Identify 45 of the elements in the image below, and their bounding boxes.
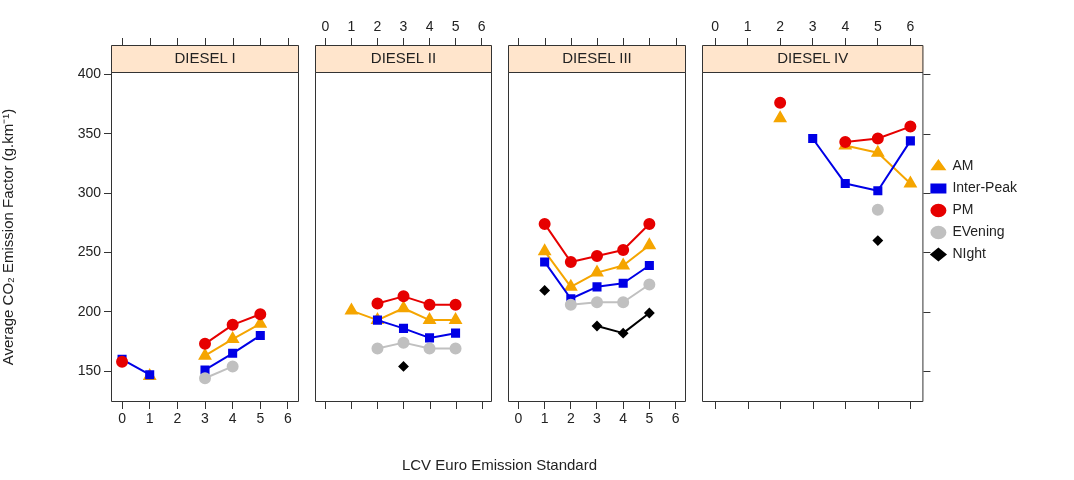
chart-title: DIESEL II <box>315 45 492 72</box>
x-tick-label: 4 <box>841 18 850 35</box>
x-tick-label: 5 <box>645 410 654 427</box>
legend-label: AM <box>952 157 974 174</box>
x-tick-label: 4 <box>228 410 237 427</box>
x-tick-label: 6 <box>906 18 915 35</box>
x-tick-label: 6 <box>284 410 293 427</box>
x-tick-label: 4 <box>425 18 434 35</box>
x-tick-label: 1 <box>540 410 549 427</box>
y-tick-label: 150 <box>77 362 102 378</box>
y-tick-label: 400 <box>77 65 102 82</box>
x-tick-label: 6 <box>477 18 486 35</box>
x-tick-label: 3 <box>808 18 817 35</box>
chart-title: DIESEL III <box>508 45 686 72</box>
x-axis-title: LCV Euro Emission Standard <box>400 456 599 473</box>
legend-label: Inter-Peak <box>952 179 1018 196</box>
legend-label: NIght <box>952 245 986 262</box>
y-tick-label: 300 <box>77 183 102 200</box>
x-tick-label: 3 <box>201 410 210 427</box>
x-tick-label: 1 <box>743 18 752 35</box>
chart-title: DIESEL I <box>111 45 299 72</box>
y-tick-label: 250 <box>77 243 102 260</box>
x-tick-label: 3 <box>593 410 602 427</box>
x-tick-label: 2 <box>373 18 382 35</box>
chart-title: DIESEL IV <box>702 45 924 72</box>
x-tick-label: 0 <box>118 410 127 427</box>
y-tick-label: 200 <box>77 302 102 319</box>
x-tick-label: 5 <box>873 18 882 35</box>
x-tick-label: 5 <box>451 18 460 35</box>
y-axis-title: Average CO₂ Emission Factor (g.km⁻¹) <box>0 108 17 366</box>
x-tick-label: 1 <box>145 410 154 427</box>
legend-label: PM <box>952 201 974 218</box>
x-tick-label: 0 <box>514 410 523 427</box>
x-tick-label: 2 <box>776 18 785 35</box>
y-tick-label: 350 <box>77 124 102 141</box>
x-tick-label: 3 <box>399 18 408 35</box>
x-tick-label: 4 <box>619 410 628 427</box>
x-tick-label: 1 <box>347 18 356 35</box>
legend-label: EVening <box>952 223 1005 240</box>
x-tick-label: 0 <box>711 18 720 35</box>
x-tick-label: 2 <box>173 410 182 427</box>
x-tick-label: 6 <box>671 410 680 427</box>
x-tick-label: 0 <box>321 18 330 35</box>
x-tick-label: 2 <box>566 410 575 427</box>
x-tick-label: 5 <box>256 410 265 427</box>
